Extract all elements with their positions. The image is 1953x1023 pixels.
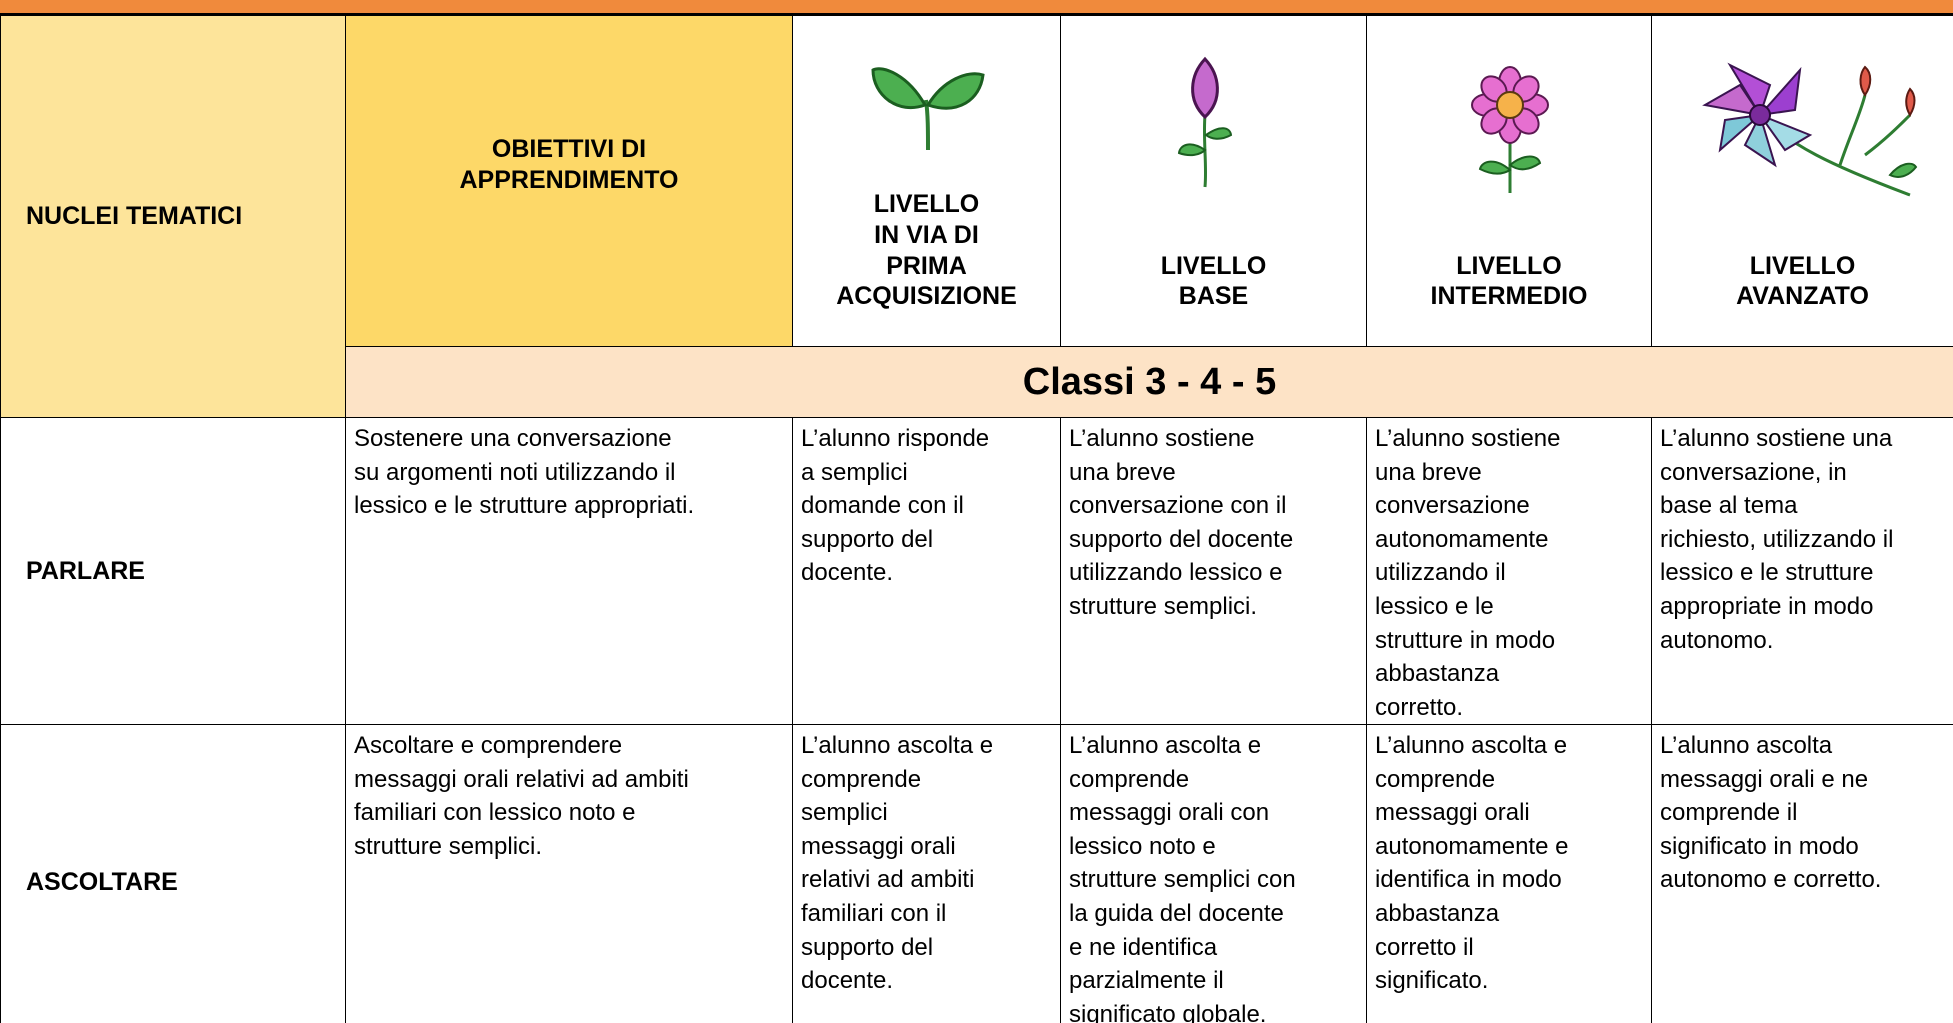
orange-band	[0, 0, 1953, 15]
level-cell: L’alunno ascolta e comprende messaggi or…	[1366, 724, 1652, 1023]
level-cell: L’alunno ascolta e comprende messaggi or…	[1060, 724, 1367, 1023]
obiettivo-cell: Sostenere una conversazione su argomenti…	[345, 417, 793, 725]
nuclei-header: NUCLEI TEMATICI	[0, 15, 346, 418]
level-cell: L’alunno sostiene una conversazione, in …	[1651, 417, 1953, 725]
nucleo-cell: PARLARE	[0, 417, 346, 725]
sprout-icon	[871, 67, 985, 151]
level-header: LIVELLO IN VIA DI PRIMA ACQUISIZIONE	[792, 15, 1061, 347]
classi-header: Classi 3 - 4 - 5	[345, 346, 1953, 418]
level-cell: L’alunno sostiene una breve conversazion…	[1366, 417, 1652, 725]
obiettivi-header: OBIETTIVI DI APPRENDIMENTO	[345, 15, 793, 347]
nucleo-cell: ASCOLTARE	[0, 724, 346, 1023]
bouquet-icon	[1702, 62, 1918, 197]
obiettivo-cell: Ascoltare e comprendere messaggi orali r…	[345, 724, 793, 1023]
bud-icon	[1177, 56, 1233, 188]
flower-icon	[1471, 66, 1549, 193]
level-cell: L’alunno sostiene una breve conversazion…	[1060, 417, 1367, 725]
level-cell: L’alunno risponde a semplici domande con…	[792, 417, 1061, 725]
level-header: LIVELLO AVANZATO	[1651, 15, 1953, 347]
level-cell: L’alunno ascolta e comprende semplici me…	[792, 724, 1061, 1023]
level-cell: L’alunno ascolta messaggi orali e ne com…	[1651, 724, 1953, 1023]
